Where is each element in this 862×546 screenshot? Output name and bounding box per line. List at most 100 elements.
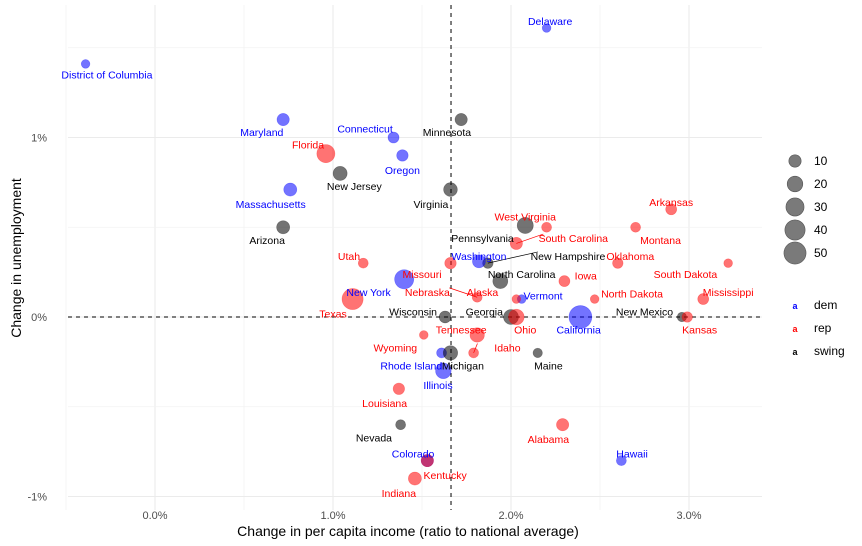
- point-louisiana: [392, 382, 405, 395]
- point-kentucky: [420, 454, 434, 468]
- point-florida: [316, 144, 336, 164]
- legend-size-label: 20: [814, 177, 828, 191]
- point-montana: [630, 221, 641, 233]
- label-vermont: Vermont: [523, 290, 562, 302]
- legend-color-label: rep: [814, 321, 832, 335]
- point-alabama: [556, 418, 570, 432]
- point-new-york: [394, 269, 415, 290]
- label-wisconsin: Wisconsin: [389, 307, 437, 319]
- label-delaware: Delaware: [528, 16, 573, 28]
- point-illinois: [435, 362, 452, 379]
- label-maryland: Maryland: [240, 127, 283, 139]
- label-missouri: Missouri: [402, 269, 441, 281]
- point-massachusetts: [283, 182, 298, 197]
- point-iowa: [558, 275, 571, 287]
- point-connecticut: [387, 131, 400, 144]
- label-kansas: Kansas: [682, 325, 717, 337]
- label-south-dakota: South Dakota: [654, 269, 718, 281]
- leader-line: [487, 251, 539, 264]
- point-ohio: [508, 308, 525, 326]
- label-idaho: Idaho: [494, 343, 520, 355]
- label-oregon: Oregon: [385, 165, 420, 177]
- point--unlabeled-: [511, 294, 522, 304]
- label-florida: Florida: [292, 140, 324, 152]
- point-nebraska: [471, 291, 483, 303]
- legend-size-label: 50: [814, 246, 828, 260]
- label-hawaii: Hawaii: [616, 448, 648, 460]
- x-axis-title: Change in per capita income (ratio to na…: [237, 523, 579, 539]
- label-minnesota: Minnesota: [423, 127, 472, 139]
- y-tick-label: -1%: [27, 492, 47, 504]
- legend-color-key: a: [792, 301, 798, 311]
- x-tick-label: 0.0%: [142, 510, 167, 522]
- point-minnesota: [454, 113, 468, 127]
- legend-size-key: [783, 241, 807, 265]
- label-wyoming: Wyoming: [373, 343, 417, 355]
- label-michigan: Michigan: [442, 360, 484, 372]
- point-arizona: [276, 220, 290, 235]
- x-tick-label: 1.0%: [320, 510, 345, 522]
- legend-size-key: [786, 175, 804, 193]
- legend-color-key: a: [792, 324, 798, 334]
- label-washington: Washington: [451, 251, 506, 263]
- point-california: [568, 305, 593, 329]
- point-south-carolina: [509, 236, 523, 250]
- point-north-carolina: [492, 273, 509, 289]
- label-oklahoma: Oklahoma: [606, 251, 654, 263]
- label-new-hampshire: New Hampshire: [531, 251, 606, 263]
- legend-size-key: [785, 197, 805, 217]
- label-arkansas: Arkansas: [649, 197, 693, 209]
- point-mississippi: [697, 293, 710, 305]
- label-nevada: Nevada: [356, 432, 392, 444]
- point-district-of-columbia: [80, 59, 91, 69]
- point-wyoming: [419, 330, 429, 340]
- label-south-carolina: South Carolina: [539, 233, 609, 245]
- reference-lines: [68, 5, 762, 510]
- y-axis-title: Change in unemployment: [8, 178, 24, 338]
- label-new-mexico: New Mexico: [616, 307, 673, 319]
- label-illinois: Illinois: [423, 380, 452, 392]
- legend-size-key: [784, 219, 806, 241]
- label-district-of-columbia: District of Columbia: [61, 70, 152, 82]
- point-maryland: [276, 113, 290, 127]
- label-indiana: Indiana: [382, 488, 417, 500]
- point-new-jersey: [332, 166, 348, 181]
- label-pennsylvania: Pennsylvania: [451, 233, 514, 245]
- legend-size-key: [788, 154, 802, 168]
- point-delaware: [541, 23, 552, 33]
- point-south-dakota: [723, 258, 733, 268]
- label-maine: Maine: [534, 360, 563, 372]
- point-michigan: [442, 345, 458, 361]
- point-kansas: [681, 311, 693, 323]
- point-labels: District of Columbia Delaware Maryland Conn…: [61, 16, 753, 500]
- legend-size: 10 20 30 40 50: [783, 154, 828, 265]
- point-tennessee: [469, 327, 485, 343]
- point-indiana: [408, 471, 422, 486]
- label-mississippi: Mississippi: [703, 287, 754, 299]
- label-alaska: Alaska: [467, 287, 499, 299]
- label-massachusetts: Massachusetts: [236, 199, 306, 211]
- label-georgia: Georgia: [466, 307, 504, 319]
- label-kentucky: Kentucky: [424, 470, 468, 482]
- legend-color-key: a: [792, 347, 798, 357]
- label-utah: Utah: [338, 251, 360, 263]
- label-tennessee: Tennessee: [436, 325, 487, 337]
- label-alabama: Alabama: [528, 434, 570, 446]
- label-california: California: [556, 325, 601, 337]
- legend-color: a dem a rep a swing: [792, 298, 844, 358]
- point-texas: [341, 288, 364, 310]
- label-new-jersey: New Jersey: [327, 181, 383, 193]
- label-virginia: Virginia: [413, 199, 448, 211]
- y-axis-ticks: -1% 0% 1%: [27, 133, 47, 504]
- label-nebraska: Nebraska: [405, 287, 450, 299]
- point-washington: [472, 254, 486, 269]
- label-colorado: Colorado: [392, 448, 435, 460]
- point-west-virginia: [541, 221, 552, 233]
- point-hawaii: [616, 455, 627, 466]
- point-pennsylvania: [516, 217, 534, 234]
- legend-size-label: 40: [814, 223, 828, 237]
- point-arkansas: [665, 203, 678, 216]
- points: [80, 23, 733, 486]
- label-rhode-island: Rhode Island: [380, 360, 442, 372]
